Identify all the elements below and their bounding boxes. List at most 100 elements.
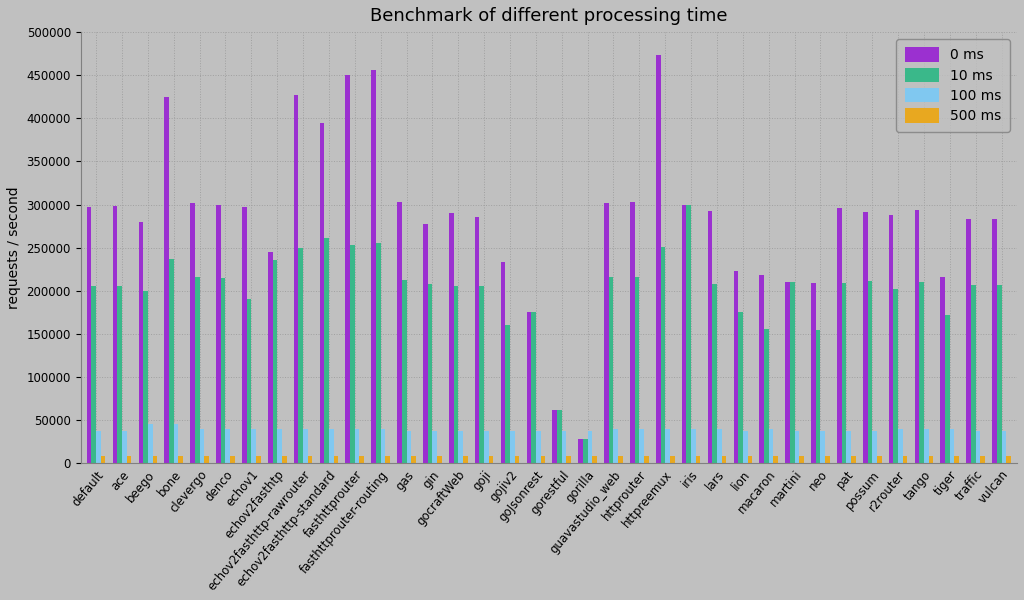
Bar [604,203,609,463]
Bar [87,207,91,463]
Bar [851,455,856,463]
Bar [407,431,412,463]
Bar [713,284,717,463]
Bar [329,429,334,463]
Bar [773,455,778,463]
Bar [695,455,700,463]
Bar [428,284,432,463]
Bar [122,431,127,463]
Bar [432,431,437,463]
Bar [178,455,183,463]
Bar [971,285,976,463]
Bar [790,282,795,463]
Bar [837,208,842,463]
Bar [816,329,820,463]
Bar [929,455,933,463]
Bar [397,202,401,463]
Bar [785,282,790,463]
Bar [950,429,954,463]
Bar [769,429,773,463]
Bar [1001,431,1007,463]
Bar [898,429,903,463]
Bar [733,271,738,463]
Bar [381,429,385,463]
Bar [980,455,985,463]
Bar [557,410,562,463]
Bar [282,455,287,463]
Bar [200,429,204,463]
Bar [976,431,980,463]
Bar [717,429,722,463]
Bar [488,455,494,463]
Bar [660,247,666,463]
Bar [592,455,597,463]
Bar [230,455,234,463]
Bar [463,455,468,463]
Bar [531,313,536,463]
Bar [268,252,272,463]
Bar [588,431,592,463]
Bar [738,313,742,463]
Bar [510,431,515,463]
Bar [506,325,510,463]
Bar [536,431,541,463]
Bar [256,455,261,463]
Bar [190,203,195,463]
Bar [449,213,454,463]
Bar [954,455,959,463]
Bar [484,431,488,463]
Bar [96,431,100,463]
Bar [553,410,557,463]
Bar [100,455,105,463]
Bar [613,429,618,463]
Bar [825,455,829,463]
Bar [526,313,531,463]
Bar [423,224,428,463]
Bar [682,205,686,463]
Bar [308,455,312,463]
Bar [225,429,230,463]
Bar [401,280,407,463]
Bar [867,281,872,463]
Bar [385,455,390,463]
Bar [618,455,623,463]
Bar [579,439,583,463]
Bar [91,286,96,463]
Bar [221,278,225,463]
Bar [334,455,338,463]
Bar [127,455,131,463]
Bar [562,431,566,463]
Bar [298,248,303,463]
Bar [143,291,147,463]
Bar [294,95,298,463]
Bar [169,259,174,463]
Bar [820,431,825,463]
Bar [940,277,945,463]
Bar [350,245,354,463]
Bar [924,429,929,463]
Bar [630,202,635,463]
Bar [914,210,920,463]
Bar [376,242,381,463]
Bar [118,286,122,463]
Bar [153,455,157,463]
Bar [113,206,118,463]
Bar [479,286,484,463]
Legend: 0 ms, 10 ms, 100 ms, 500 ms: 0 ms, 10 ms, 100 ms, 500 ms [896,39,1010,131]
Bar [889,215,893,463]
Bar [359,455,365,463]
Bar [459,431,463,463]
Bar [811,283,816,463]
Bar [635,277,639,463]
Bar [165,97,169,463]
Bar [475,217,479,463]
Title: Benchmark of different processing time: Benchmark of different processing time [370,7,728,25]
Bar [242,207,247,463]
Bar [303,429,308,463]
Bar [670,455,675,463]
Bar [656,55,660,463]
Bar [325,238,329,463]
Bar [666,429,670,463]
Bar [945,315,950,463]
Bar [903,455,907,463]
